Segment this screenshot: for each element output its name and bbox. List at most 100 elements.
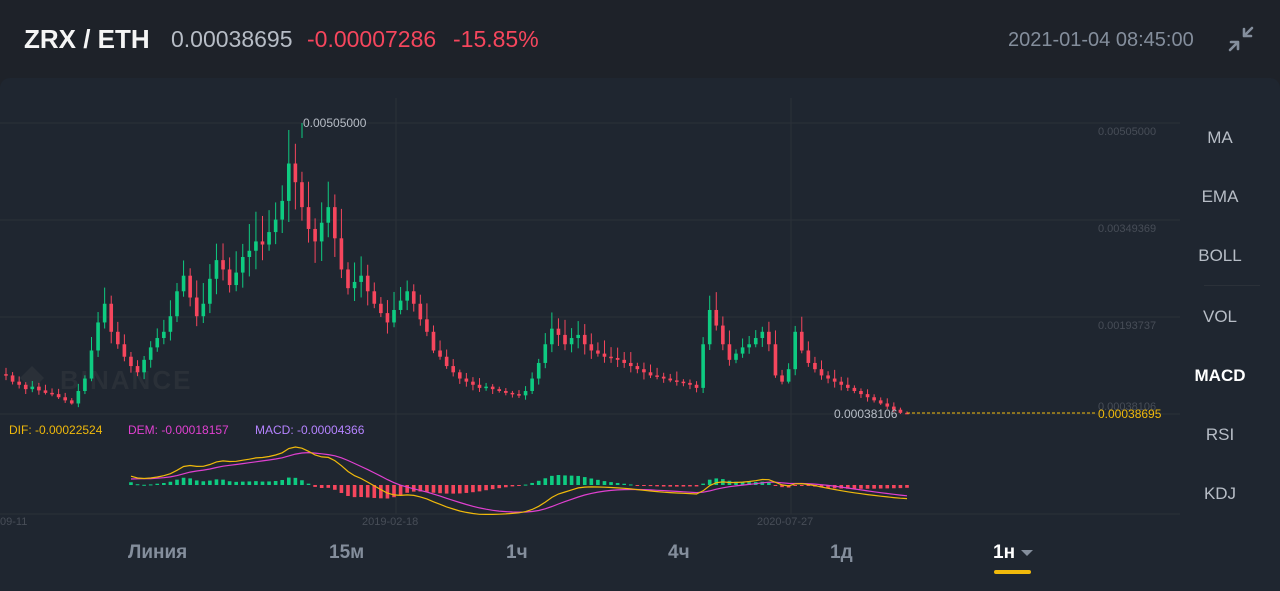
candle <box>234 272 238 286</box>
candle <box>43 390 48 393</box>
tab-1d[interactable]: 1д <box>830 542 853 563</box>
candle <box>582 334 587 345</box>
macd-bar <box>681 485 686 487</box>
macd-bar <box>240 481 245 485</box>
macd-bar <box>490 485 495 490</box>
indicator-ma[interactable]: MA <box>1207 128 1233 147</box>
candle <box>444 356 449 367</box>
y-tick-label: 0.00038106 <box>1098 401 1156 413</box>
candle <box>109 303 114 332</box>
header-bar: ZRX / ETH 0.00038695 -0.00007286 -15.85%… <box>0 0 1280 78</box>
indicator-menu: MA EMA BOLL VOL MACD RSI KDJ <box>1180 78 1280 538</box>
tab-1h[interactable]: 1ч <box>506 542 528 563</box>
candle <box>799 331 804 351</box>
macd-bar <box>872 485 876 489</box>
timeframe-bar: Линия 15м 1ч 4ч 1д 1н <box>0 530 1280 591</box>
candle <box>63 397 67 401</box>
candle <box>622 359 627 363</box>
macd-bar <box>208 480 212 485</box>
macd-bar <box>451 485 456 494</box>
macd-bar <box>510 485 515 487</box>
macd-bar <box>707 479 712 485</box>
candle <box>30 386 35 390</box>
macd-bar <box>642 485 646 486</box>
indicator-boll[interactable]: BOLL <box>1198 246 1242 265</box>
candle <box>83 378 87 392</box>
candle <box>747 344 751 348</box>
candle <box>760 331 765 339</box>
candle <box>431 331 436 351</box>
collapse-arrows-icon[interactable] <box>1226 24 1256 54</box>
tab-line[interactable]: Линия <box>128 542 188 563</box>
candle <box>885 403 890 407</box>
chevron-down-icon[interactable] <box>1021 550 1033 556</box>
tab-4h[interactable]: 4ч <box>668 542 690 563</box>
macd-bar <box>563 475 567 485</box>
macd-bar <box>333 485 337 490</box>
price-chart[interactable]: BINANCE 0.005050000.003493690.001937370.… <box>0 78 1180 530</box>
macd-bar <box>194 480 199 485</box>
candle <box>556 328 561 335</box>
candle <box>17 381 21 385</box>
tab-15m[interactable]: 15м <box>329 542 365 563</box>
macd-bar <box>293 477 298 485</box>
candle <box>37 386 41 391</box>
macd-bar <box>326 485 331 488</box>
macd-bar <box>497 485 502 489</box>
macd-bar <box>319 485 324 489</box>
candle <box>326 207 331 223</box>
candle <box>438 350 442 357</box>
candle <box>464 378 469 382</box>
macd-bar <box>168 481 173 485</box>
macd-bar <box>365 485 370 498</box>
indicator-vol[interactable]: VOL <box>1202 307 1238 326</box>
candle <box>69 400 74 404</box>
candle <box>175 291 179 317</box>
macd-bar <box>313 485 317 487</box>
indicator-kdj[interactable]: KDJ <box>1203 484 1237 503</box>
candle <box>267 232 271 245</box>
candle <box>865 394 870 398</box>
candle <box>319 222 324 242</box>
indicator-ema[interactable]: EMA <box>1201 187 1239 206</box>
tab-1w[interactable]: 1н <box>993 542 1016 563</box>
macd-bar <box>444 485 449 494</box>
macd-bar <box>464 485 469 493</box>
indicator-rsi[interactable]: RSI <box>1205 425 1235 444</box>
macd-bar <box>885 485 890 489</box>
dif-line <box>130 446 908 515</box>
candle <box>596 350 600 354</box>
candle <box>550 328 554 345</box>
candle <box>609 356 613 359</box>
macd-bar <box>536 480 541 485</box>
macd-bar <box>852 485 857 489</box>
candle <box>615 357 620 360</box>
price-change-percent: -15.85% <box>453 26 539 52</box>
candle <box>576 334 580 339</box>
candle <box>372 291 377 304</box>
candle-series <box>4 123 1096 415</box>
macd-indicator <box>129 446 909 515</box>
candle <box>852 387 857 392</box>
candle <box>602 353 607 357</box>
candle <box>247 250 252 258</box>
candle <box>418 303 423 320</box>
candle <box>477 384 482 388</box>
indicator-macd[interactable]: MACD <box>1194 366 1246 385</box>
macd-bar <box>826 485 830 488</box>
macd-bar <box>267 481 271 485</box>
macd-bar <box>628 484 633 486</box>
macd-bar <box>675 485 679 487</box>
candle <box>675 380 679 382</box>
candle <box>642 369 646 373</box>
candle <box>497 389 502 392</box>
macd-bar <box>747 482 751 485</box>
candle <box>714 309 719 326</box>
macd-bar <box>898 485 903 489</box>
macd-bar <box>622 483 627 485</box>
macd-bar <box>385 485 390 499</box>
candle <box>339 238 344 270</box>
candle <box>122 344 127 357</box>
candle <box>819 369 824 376</box>
candle <box>773 344 778 376</box>
